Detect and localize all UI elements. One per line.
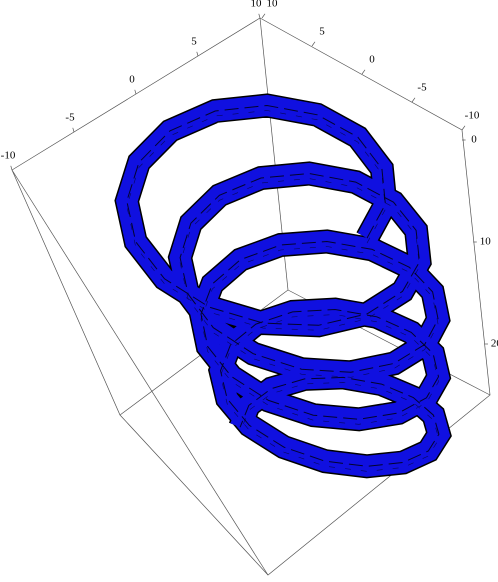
x-tick-mark [134, 89, 137, 95]
helix [114, 93, 452, 479]
y-tick-label: -5 [417, 82, 427, 94]
z-tick-label: 10 [480, 236, 492, 248]
tube [115, 94, 451, 477]
tube-facet [126, 104, 440, 467]
x-tick-mark [196, 51, 199, 57]
y-tick-label: 5 [319, 26, 325, 38]
z-tick-label: 20 [491, 338, 498, 350]
z-tick-label: 0 [471, 134, 477, 146]
x-tick-mark [10, 165, 13, 171]
box-edge [11, 169, 269, 576]
x-tick-mark [72, 127, 75, 133]
y-tick-label: 10 [267, 0, 279, 10]
y-tick-label: -10 [465, 110, 480, 122]
x-tick-label: 0 [129, 74, 135, 86]
y-tick-mark [261, 13, 266, 19]
y-tick-mark [361, 69, 366, 75]
x-tick-mark [258, 13, 261, 19]
y-tick-mark [311, 41, 316, 47]
x-tick-label: 5 [191, 36, 197, 48]
x-tick-label: -5 [65, 112, 75, 124]
y-tick-label: 0 [369, 54, 375, 66]
ticks: -10 -5 0 5 10 10 5 0 -5 -10 0 10 20 [1, 0, 498, 350]
x-tick-label: -10 [1, 150, 16, 162]
y-tick-mark [411, 97, 416, 103]
x-tick-label: 10 [251, 0, 263, 10]
tube-facet [126, 110, 440, 472]
y-tick-mark [461, 125, 466, 131]
